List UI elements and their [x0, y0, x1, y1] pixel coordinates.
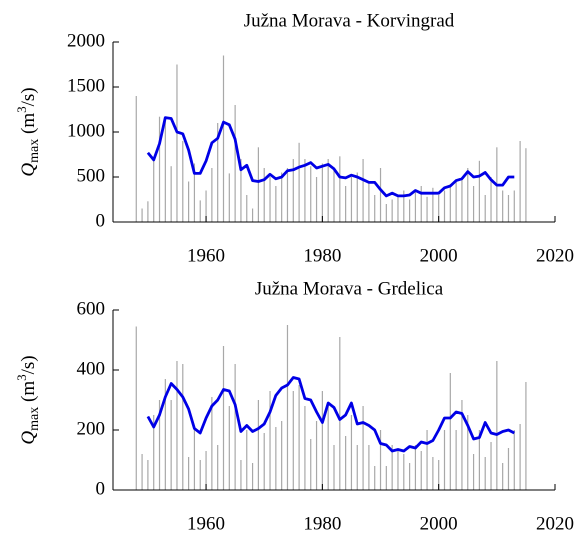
chart-title: Južna Morava - Korvingrad [244, 10, 455, 31]
y-tick-label: 2000 [67, 30, 105, 51]
chart-title: Južna Morava - Grdelica [255, 278, 444, 299]
y-axis-label-part: /s) [18, 355, 39, 374]
line [146, 376, 515, 453]
y-axis-label-part: (m [18, 113, 39, 139]
y-axis-label-part: Q [18, 163, 39, 177]
x-tick-label: 2000 [420, 513, 458, 534]
y-tick-label: 600 [77, 298, 106, 319]
x-tick-label: 1980 [303, 245, 341, 266]
y-tick-label: 0 [96, 478, 106, 499]
y-axis-label-part: /s) [18, 87, 39, 106]
x-tick-label: 1960 [187, 245, 225, 266]
y-axis-label-part: (m [18, 381, 39, 407]
y-axis-label-part: max [27, 407, 42, 431]
y-axis-label-part: 3 [14, 106, 29, 113]
y-axis-label-part: Q [18, 431, 39, 445]
x-tick-label: 1960 [187, 513, 225, 534]
y-tick-label: 0 [96, 210, 106, 231]
y-tick-label: 1500 [67, 75, 105, 96]
y-tick-label: 400 [77, 358, 106, 379]
y-axis-label-part: 3 [14, 374, 29, 381]
line [146, 116, 515, 198]
y-tick-label: 200 [77, 418, 106, 439]
y-tick-label: 500 [77, 165, 106, 186]
x-tick-label: 2020 [536, 513, 574, 534]
x-tick-label: 2000 [420, 245, 458, 266]
x-tick-label: 2020 [536, 245, 574, 266]
panel: Južna Morava - Korvingrad Qmax (m3/s) 0 500… [14, 10, 574, 266]
y-axis-label: Qmax (m3/s) [14, 355, 42, 444]
y-axis-label-part: max [27, 139, 42, 163]
y-tick-label: 1000 [67, 120, 105, 141]
panel: Južna Morava - Grdelica Qmax (m3/s) 0 200 40… [14, 278, 574, 534]
x-tick-label: 1980 [303, 513, 341, 534]
y-axis-label: Qmax (m3/s) [14, 87, 42, 176]
